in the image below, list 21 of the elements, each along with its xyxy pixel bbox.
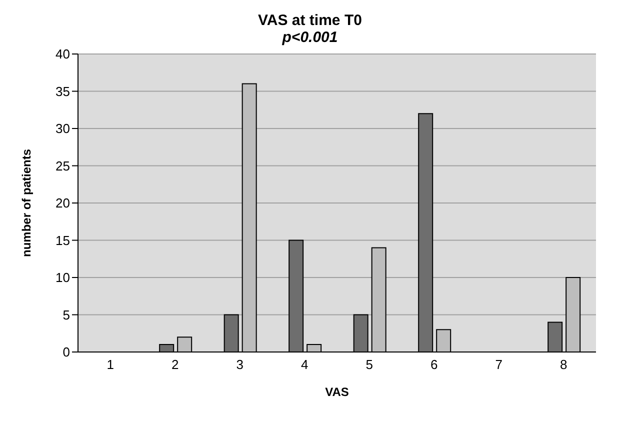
chart-title: VAS at time T0: [257, 11, 363, 29]
x-tick-label: 6: [430, 357, 438, 372]
y-tick-label: 20: [56, 196, 70, 211]
y-tick-label: 0: [62, 344, 70, 360]
y-tick-label: 40: [56, 46, 70, 62]
y-tick-label: 25: [56, 158, 70, 174]
x-tick-label: 8: [560, 357, 568, 372]
x-tick-label: 1: [106, 357, 114, 372]
y-tick-label: 10: [56, 270, 70, 286]
y-tick-label: 30: [56, 121, 70, 136]
x-axis-title: VAS: [325, 385, 349, 399]
x-tick-label: 3: [236, 357, 244, 372]
x-tick-label: 4: [301, 357, 308, 372]
x-tick-label: 7: [495, 357, 502, 372]
y-tick-label: 35: [56, 84, 70, 99]
x-tick-label: 5: [366, 357, 373, 372]
chart-subtitle: p<0.001: [281, 29, 339, 46]
y-axis-title: number of patients: [19, 148, 34, 258]
y-tick-label: 15: [56, 232, 70, 248]
y-tick-label: 5: [62, 307, 70, 322]
x-tick-label: 2: [172, 357, 179, 372]
